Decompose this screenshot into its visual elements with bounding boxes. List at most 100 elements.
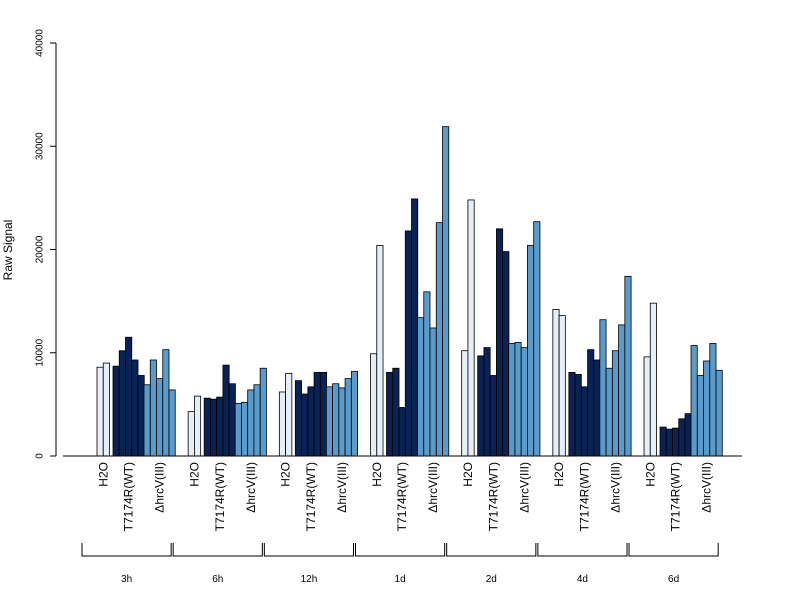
y-tick-label: 30000 [35,132,46,160]
y-tick-label: 10000 [35,338,46,366]
bar [467,199,475,457]
bar [332,383,340,457]
group-label: 3h [121,574,132,585]
bar [605,367,613,457]
bar [514,342,522,457]
group-brackets: 3h 6h 12h 1d 2d 4d 6d [81,543,719,585]
bar [285,372,293,457]
group-bracket [355,543,446,557]
bar [423,291,431,457]
bar [259,367,267,457]
bar [344,378,352,457]
bar [253,384,261,457]
bar [461,350,469,457]
bar [278,391,286,457]
bar [338,387,346,457]
bar [611,350,619,457]
bar [301,393,309,457]
category-label: ΔhrcV(III) [517,462,531,513]
bar [624,275,632,457]
bar [168,389,176,457]
bar [112,365,120,457]
y-tick-label: 0 [35,453,46,459]
bar [319,371,327,457]
bar [162,349,170,457]
category-label: T7174R(WT) [486,462,500,531]
bar [194,395,202,457]
bar [672,427,680,457]
group-label: 12h [301,574,318,585]
bar [696,375,704,457]
category-label: T7174R(WT) [213,462,227,531]
bar [649,302,657,457]
category-label: H2O [552,462,566,487]
bar [552,308,560,457]
bar [376,244,384,457]
bar [102,362,110,457]
bar [429,327,437,457]
bar [325,386,333,457]
bar [690,345,698,457]
bar [558,315,566,457]
category-label: ΔhrcV(III) [700,462,714,513]
group-bracket [446,543,537,557]
category-label: ΔhrcV(III) [426,462,440,513]
category-label: ΔhrcV(III) [335,462,349,513]
bar [228,383,236,457]
bar [411,198,419,457]
bar [502,251,510,457]
bar [678,418,686,457]
bar [533,221,541,457]
bar [618,324,626,457]
bar [241,401,249,457]
group-bracket [263,543,355,557]
category-label: T7174R(WT) [122,462,136,531]
bar [442,126,450,457]
bar [203,397,211,457]
bar [234,402,242,457]
bar [137,375,145,457]
bar [149,359,157,457]
bar [125,336,133,457]
bar [508,343,516,457]
group-bracket [537,543,628,557]
bar [404,230,412,457]
y-tick-label: 20000 [35,235,46,263]
category-label: H2O [370,462,384,487]
group-label: 1d [395,574,406,585]
bar [222,364,230,457]
bar [216,396,224,457]
bar [703,360,711,457]
category-label: ΔhrcV(III) [608,462,622,513]
bar [599,319,607,457]
bar [580,386,588,457]
bars-layer [96,126,723,457]
group-bracket [81,543,172,557]
group-label: 6d [668,574,679,585]
bar [210,398,218,457]
bar [659,426,667,457]
bar [568,371,576,457]
bar [131,359,139,457]
bar [496,228,504,457]
category-label: T7174R(WT) [577,462,591,531]
category-label: ΔhrcV(III) [153,462,167,513]
group-label: 4d [577,574,588,585]
bar [715,369,723,457]
group-bracket [628,543,719,557]
bar [709,343,717,457]
bar [684,413,692,457]
bar [392,367,400,457]
y-axis: 0 10000 20000 30000 40000 [35,29,57,459]
bar [398,407,406,457]
category-label: T7174R(WT) [669,462,683,531]
bar [587,349,595,457]
group-label: 6h [212,574,223,585]
bar [294,380,302,457]
bar [118,350,126,457]
category-label: H2O [279,462,293,487]
y-axis-title: Raw Signal [1,220,15,281]
bar [370,353,378,457]
bar [313,371,321,457]
